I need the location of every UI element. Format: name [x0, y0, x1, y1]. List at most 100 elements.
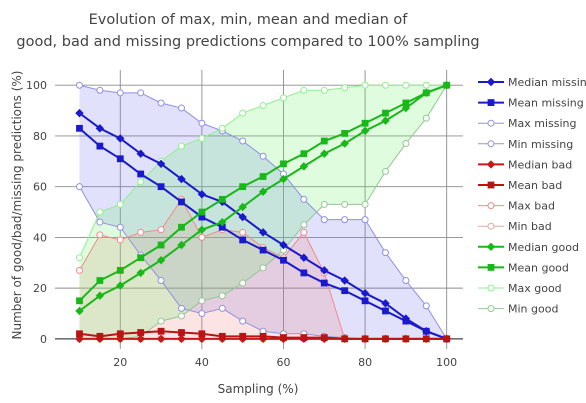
point-mean-bad-10	[76, 330, 83, 338]
legend-item-max-missing: Max missing	[478, 117, 576, 130]
point-median-bad-35	[177, 334, 186, 344]
point-max-missing-85	[381, 249, 389, 257]
point-min-good-75	[341, 200, 349, 208]
point-median-good-40	[197, 225, 207, 234]
point-mean-bad-50	[239, 332, 247, 340]
point-mean-missing-50	[239, 236, 247, 244]
series-mean-bad	[76, 327, 451, 343]
y-tick-label-100: 100	[26, 79, 47, 92]
point-min-good-95	[422, 114, 430, 122]
y-tick-label-0: 0	[40, 333, 47, 346]
point-median-bad-30	[156, 334, 166, 344]
legend-label-min-missing: Min missing	[508, 138, 573, 151]
y-tick-label-80: 80	[33, 130, 47, 143]
point-median-missing-50	[238, 212, 247, 222]
point-median-good-80	[360, 126, 370, 136]
series-median-good	[75, 81, 451, 316]
point-mean-bad-35	[178, 329, 185, 336]
point-median-good-70	[320, 149, 329, 158]
point-min-good-35	[177, 312, 185, 320]
point-max-missing-35	[177, 104, 185, 112]
point-max-bad-10	[75, 266, 83, 274]
legend: Median missing Mean missing Max missing Min…	[478, 76, 586, 316]
x-tick-label-20: 20	[113, 356, 127, 369]
point-max-missing-70	[320, 216, 328, 224]
point-min-good-55	[259, 264, 267, 272]
point-max-good-55	[259, 102, 267, 110]
point-median-missing-30	[156, 159, 166, 169]
point-median-good-10	[75, 306, 84, 316]
point-median-bad-25	[136, 334, 145, 344]
point-mean-good-100	[443, 81, 451, 89]
point-max-bad-50	[239, 228, 247, 236]
legend-marker-mean-good	[487, 264, 495, 271]
point-max-good-35	[177, 142, 185, 150]
legend-label-max-missing: Max missing	[508, 117, 576, 130]
point-max-good-90	[402, 81, 410, 89]
point-max-missing-15	[96, 86, 104, 94]
point-median-missing-85	[381, 299, 390, 308]
legend-label-min-good: Min good	[508, 303, 558, 316]
point-mean-missing-95	[422, 327, 430, 335]
point-mean-bad-40	[198, 330, 206, 338]
point-median-good-60	[279, 174, 288, 184]
point-median-good-85	[381, 116, 390, 125]
point-mean-missing-60	[280, 256, 287, 264]
point-mean-good-65	[300, 150, 308, 158]
point-mean-bad-45	[218, 332, 226, 340]
point-mean-good-30	[157, 241, 165, 249]
point-mean-bad-85	[382, 335, 389, 343]
point-max-missing-40	[198, 119, 206, 127]
legend-item-max-bad: Max bad	[478, 200, 555, 213]
point-min-good-80	[361, 200, 369, 208]
point-min-good-45	[218, 292, 226, 300]
point-mean-bad-60	[280, 334, 287, 341]
point-min-missing-45	[218, 304, 226, 312]
point-median-good-20	[116, 281, 125, 290]
point-median-missing-25	[136, 149, 145, 158]
legend-label-mean-good: Mean good	[508, 261, 569, 274]
point-median-missing-40	[197, 190, 207, 199]
legend-marker-mean-bad	[487, 181, 495, 189]
point-max-missing-25	[137, 89, 145, 97]
legend-marker-min-good	[487, 305, 495, 313]
axis-layer: 0 20 40 60 80 100 20 40 60 80 100	[26, 79, 457, 369]
legend-marker-mean-missing	[487, 99, 495, 106]
point-median-missing-75	[340, 276, 349, 285]
chart-title-line-1: Evolution of max, min, mean and median o…	[89, 12, 409, 28]
point-mean-missing-45	[218, 223, 226, 231]
point-median-good-35	[177, 240, 186, 250]
point-mean-missing-85	[382, 307, 389, 315]
point-mean-missing-30	[157, 183, 165, 191]
series-layer	[75, 81, 451, 344]
point-mean-good-20	[116, 266, 124, 274]
point-min-good-65	[300, 221, 308, 229]
point-median-good-45	[218, 217, 227, 227]
point-mean-missing-20	[116, 155, 124, 163]
point-median-missing-60	[279, 240, 288, 250]
point-min-missing-35	[177, 304, 185, 312]
legend-marker-min-bad	[487, 222, 495, 230]
point-median-good-65	[299, 162, 309, 171]
legend-marker-max-bad	[487, 202, 495, 210]
point-mean-missing-70	[320, 279, 328, 287]
band-layer	[79, 85, 447, 339]
legend-label-median-missing: Median missing	[508, 76, 586, 89]
y-tick-label-20: 20	[33, 282, 47, 295]
point-median-good-75	[340, 139, 349, 148]
y-tick-label-60: 60	[33, 181, 47, 194]
point-mean-missing-65	[300, 269, 308, 277]
point-mean-missing-90	[402, 317, 410, 325]
point-max-missing-20	[116, 89, 124, 97]
band-missing	[79, 85, 447, 339]
point-mean-bad-65	[300, 334, 308, 341]
point-max-good-70	[320, 86, 328, 94]
point-median-missing-80	[360, 289, 370, 298]
point-max-good-95	[422, 81, 430, 89]
legend-item-min-bad: Min bad	[478, 220, 552, 233]
point-max-missing-65	[300, 195, 308, 203]
point-median-missing-70	[320, 266, 329, 275]
point-max-bad-40	[198, 233, 206, 241]
legend-item-median-missing: Median missing	[478, 76, 586, 89]
point-median-missing-65	[299, 253, 309, 262]
